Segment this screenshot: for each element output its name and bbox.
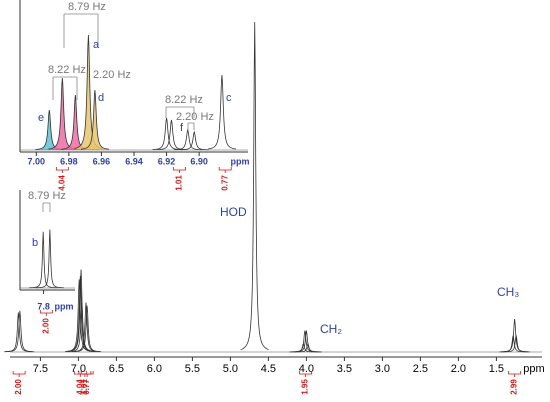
x-tick-label: 4.5 bbox=[261, 363, 276, 375]
peak bbox=[67, 302, 96, 353]
peak-fill bbox=[61, 95, 90, 150]
annotation: CH₂ bbox=[320, 322, 342, 336]
peak-fill bbox=[74, 35, 103, 150]
integral-label: 2.00 bbox=[41, 318, 50, 334]
integral-bracket bbox=[299, 371, 313, 377]
integral-label: 0.77 bbox=[82, 379, 91, 395]
peak bbox=[35, 229, 64, 289]
peak bbox=[152, 117, 181, 150]
x-tick-label: 1.5 bbox=[489, 363, 504, 375]
x-tick-label: 4.0 bbox=[299, 363, 314, 375]
annotation: CH₃ bbox=[497, 285, 519, 299]
x-tick-label: 2.0 bbox=[451, 363, 466, 375]
peak bbox=[29, 231, 58, 289]
peak-fill bbox=[35, 110, 64, 150]
annotation: 2.20 Hz bbox=[176, 111, 214, 123]
annotation: 8.79 Hz bbox=[28, 190, 66, 202]
x-tick-label: 2.5 bbox=[413, 363, 428, 375]
annotation: f bbox=[180, 122, 184, 134]
integral-bracket bbox=[55, 167, 69, 173]
x-tick-label: 7.0 bbox=[71, 363, 86, 375]
annotation: 8.22 Hz bbox=[48, 64, 86, 76]
x-tick-label: 6.90 bbox=[190, 156, 208, 166]
x-tick-label: 6.0 bbox=[147, 363, 162, 375]
peak bbox=[240, 21, 269, 350]
integral-bracket bbox=[39, 310, 53, 316]
x-tick-label: 5.5 bbox=[185, 363, 200, 375]
x-tick-label: 6.96 bbox=[93, 156, 111, 166]
integral-bracket bbox=[12, 371, 26, 377]
coupling-brackets bbox=[42, 13, 195, 212]
peak bbox=[73, 305, 102, 353]
integral-label: 0.77 bbox=[220, 175, 229, 191]
peak bbox=[180, 130, 209, 151]
integral-label: 1.01 bbox=[80, 379, 89, 395]
integral-label: 1.95 bbox=[301, 379, 310, 395]
peak bbox=[207, 74, 236, 150]
x-tick-label: 6.94 bbox=[125, 156, 143, 166]
x-tick-label: 3.5 bbox=[337, 363, 352, 375]
annotation: e bbox=[38, 112, 44, 124]
annotation: d bbox=[98, 92, 104, 104]
integral-bracket bbox=[80, 371, 94, 377]
annotation: 8.79 Hz bbox=[68, 1, 106, 13]
integral-label: 1.01 bbox=[175, 175, 184, 191]
x-axis-label: ppm bbox=[55, 301, 74, 311]
x-tick-label: 7.8 bbox=[37, 301, 50, 311]
peak-fill bbox=[48, 78, 77, 150]
x-axis-label: ppm bbox=[231, 156, 250, 166]
integral-label: 4.04 bbox=[57, 175, 66, 191]
annotation: b bbox=[32, 237, 38, 249]
annotation: 2.20 Hz bbox=[93, 69, 131, 81]
integral-label: 2.99 bbox=[510, 379, 519, 395]
x-tick-label: 6.5 bbox=[109, 363, 124, 375]
integral-bracket bbox=[173, 167, 186, 173]
annotation: HOD bbox=[220, 205, 247, 219]
annotation: 8.22 Hz bbox=[165, 94, 203, 106]
x-tick-label: 6.98 bbox=[60, 156, 78, 166]
peak bbox=[5, 310, 34, 353]
integral-label: 2.00 bbox=[14, 379, 23, 395]
peak bbox=[80, 89, 109, 150]
annotation: a bbox=[93, 39, 100, 51]
annotation: c bbox=[226, 92, 232, 104]
integral-bracket bbox=[508, 371, 522, 377]
integral-bracket bbox=[218, 167, 232, 173]
x-axis-label: ppm bbox=[523, 363, 544, 375]
peak-fill bbox=[80, 90, 109, 150]
integral-label: 4.04 bbox=[75, 379, 84, 395]
peak bbox=[173, 128, 202, 151]
x-tick-label: 6.92 bbox=[158, 156, 176, 166]
x-tick-label: 7.00 bbox=[28, 156, 46, 166]
x-tick-label: 5.0 bbox=[223, 363, 238, 375]
x-tick-label: 3.0 bbox=[375, 363, 390, 375]
x-tick-label: 7.5 bbox=[33, 363, 48, 375]
